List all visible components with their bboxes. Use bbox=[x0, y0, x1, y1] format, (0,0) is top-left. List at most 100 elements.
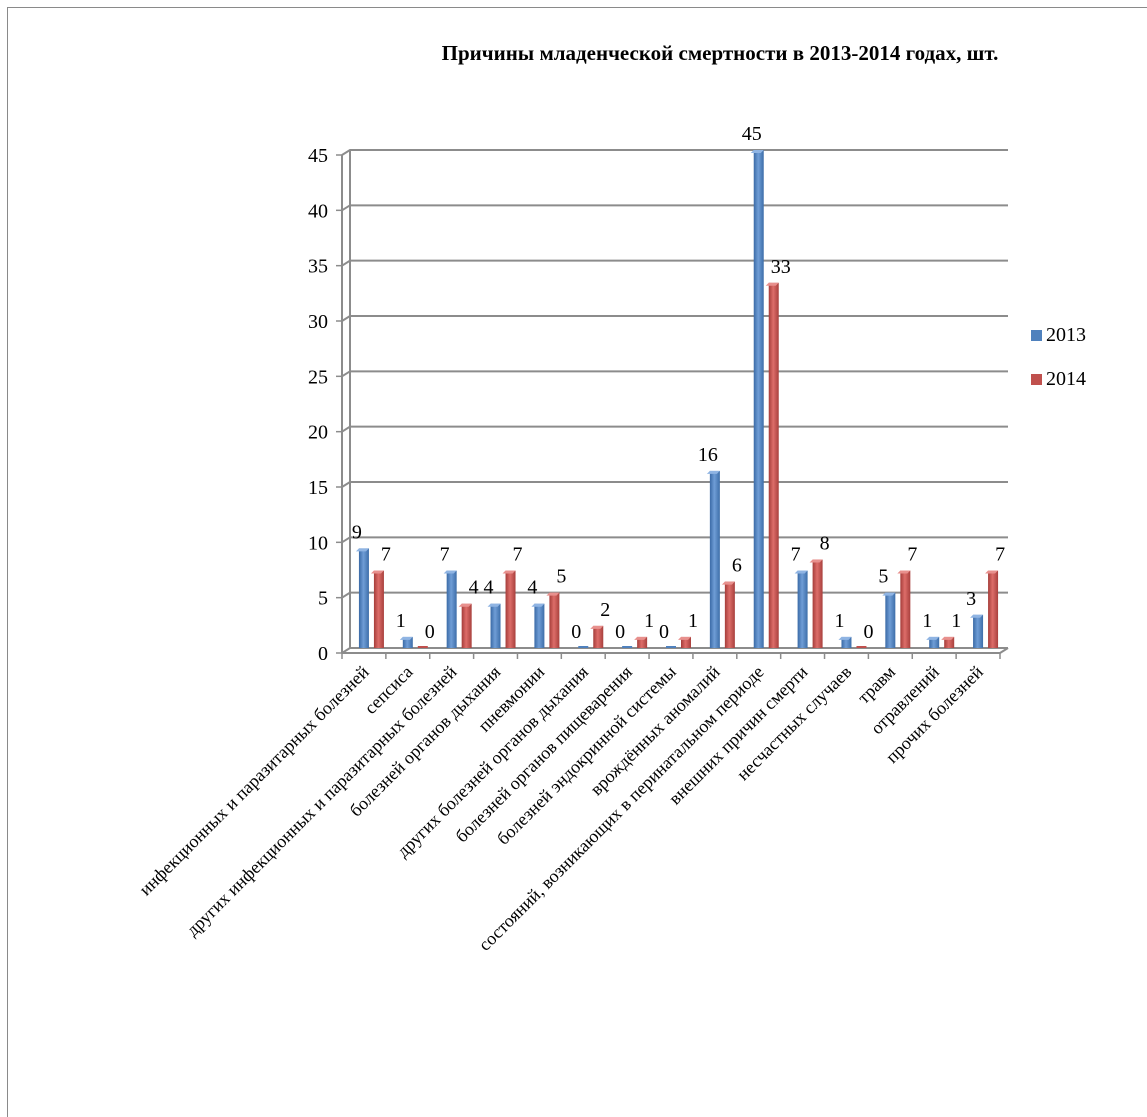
bar-2014 bbox=[593, 625, 604, 648]
bar-2013 bbox=[358, 548, 369, 648]
bar-top-2014 bbox=[765, 282, 779, 286]
bar-2013 bbox=[446, 570, 457, 648]
bar-top-2014 bbox=[809, 559, 823, 563]
data-label-2014: 5 bbox=[556, 566, 566, 588]
data-label-2013: 1 bbox=[396, 610, 406, 632]
bar-2013 bbox=[666, 646, 676, 648]
bar-top-2014 bbox=[721, 581, 735, 585]
bar-top-2014 bbox=[634, 636, 648, 640]
bar-top-2013 bbox=[531, 603, 545, 607]
y-tick-label: 25 bbox=[308, 366, 328, 388]
bar-2014 bbox=[944, 636, 955, 648]
bar-2013 bbox=[885, 592, 896, 648]
bar-top-2013 bbox=[970, 614, 984, 618]
gridline bbox=[341, 259, 1008, 267]
bar-top-2013 bbox=[443, 570, 457, 574]
y-tick-label: 40 bbox=[308, 200, 328, 222]
data-label-2013: 4 bbox=[527, 577, 537, 599]
data-label-2013: 5 bbox=[878, 566, 888, 588]
floor-edge bbox=[999, 647, 1009, 654]
y-tick-label: 45 bbox=[308, 145, 328, 167]
data-label-2014: 6 bbox=[732, 555, 742, 577]
y-tick-label: 30 bbox=[308, 311, 328, 333]
bar-top-2013 bbox=[926, 636, 940, 640]
bar-2014 bbox=[900, 570, 911, 648]
bar-top-2013 bbox=[838, 636, 852, 640]
y-tick-label: 15 bbox=[308, 477, 328, 499]
bar-top-2013 bbox=[487, 603, 501, 607]
bar-2014 bbox=[373, 570, 384, 648]
data-label-2013: 45 bbox=[742, 123, 762, 145]
legend-swatch-2014 bbox=[1031, 374, 1042, 385]
bar-top-2013 bbox=[794, 570, 808, 574]
bar-top-2014 bbox=[370, 570, 384, 574]
legend-swatch-2013 bbox=[1031, 330, 1042, 341]
data-label-2013: 4 bbox=[484, 577, 494, 599]
bar-2013 bbox=[797, 570, 808, 648]
data-label-2013: 1 bbox=[834, 610, 844, 632]
bar-2014 bbox=[768, 282, 779, 648]
bar-2013 bbox=[402, 636, 413, 648]
bar-top-2014 bbox=[985, 570, 999, 574]
gridline bbox=[341, 204, 1008, 212]
data-label-2014: 1 bbox=[951, 610, 961, 632]
data-label-2014: 1 bbox=[688, 610, 698, 632]
data-label-2013: 3 bbox=[966, 588, 976, 610]
bar-2014 bbox=[461, 603, 472, 648]
bar-top-2014 bbox=[897, 570, 911, 574]
y-tick-label: 5 bbox=[318, 588, 328, 610]
gridline bbox=[341, 370, 1008, 378]
bar-2013 bbox=[929, 636, 940, 648]
bar-2013 bbox=[534, 603, 545, 648]
data-label-2013: 16 bbox=[698, 444, 718, 466]
bar-top-2014 bbox=[502, 570, 516, 574]
y-tick-label: 10 bbox=[308, 532, 328, 554]
data-label-2013: 1 bbox=[922, 610, 932, 632]
bar-2013 bbox=[490, 603, 501, 648]
data-label-2013: 0 bbox=[615, 621, 625, 643]
data-label-2013: 7 bbox=[791, 544, 801, 566]
gridline bbox=[341, 481, 1008, 488]
data-label-2013: 0 bbox=[571, 621, 581, 643]
chart-title: Причины младенческой смертности в 2013-2… bbox=[442, 41, 999, 65]
gridline bbox=[341, 315, 1008, 322]
bar-top-2013 bbox=[355, 548, 369, 552]
data-label-2014: 7 bbox=[995, 544, 1005, 566]
bar-2013 bbox=[709, 470, 720, 648]
data-label-2014: 0 bbox=[425, 621, 435, 643]
data-label-2014: 33 bbox=[771, 256, 791, 278]
data-label-2014: 8 bbox=[820, 532, 830, 554]
gridline bbox=[341, 149, 1008, 156]
bar-2014 bbox=[681, 636, 691, 648]
bar-2013 bbox=[973, 614, 984, 648]
bar-2014 bbox=[724, 581, 735, 648]
bar-2014 bbox=[637, 636, 648, 648]
bar-2014 bbox=[812, 559, 823, 648]
bar-top-2013 bbox=[882, 592, 896, 596]
bar-top-2014 bbox=[590, 625, 604, 629]
data-label-2013: 7 bbox=[440, 544, 450, 566]
chart-frame bbox=[7, 7, 1147, 1117]
bar-2013 bbox=[578, 646, 589, 648]
data-label-2014: 7 bbox=[513, 544, 523, 566]
y-tick-label: 20 bbox=[308, 422, 328, 444]
legend: 2013 2014 bbox=[1031, 324, 1086, 390]
legend-label-2014: 2014 bbox=[1046, 368, 1086, 390]
bar-top-2014 bbox=[458, 603, 472, 607]
bar-top-2014 bbox=[941, 636, 955, 640]
bar-2013 bbox=[841, 636, 852, 648]
data-label-2014: 0 bbox=[863, 621, 873, 643]
data-label-2013: 9 bbox=[352, 521, 362, 543]
bar-2014 bbox=[505, 570, 516, 648]
bar-top-2014 bbox=[546, 592, 560, 596]
data-label-2013: 0 bbox=[659, 621, 669, 643]
bar-top-2013 bbox=[399, 636, 413, 640]
bar-2014 bbox=[417, 646, 428, 648]
data-label-2014: 7 bbox=[381, 544, 391, 566]
y-tick-label: 0 bbox=[318, 643, 328, 665]
bar-2013 bbox=[753, 150, 764, 648]
bar-2014 bbox=[856, 646, 867, 648]
data-label-2014: 1 bbox=[644, 610, 654, 632]
